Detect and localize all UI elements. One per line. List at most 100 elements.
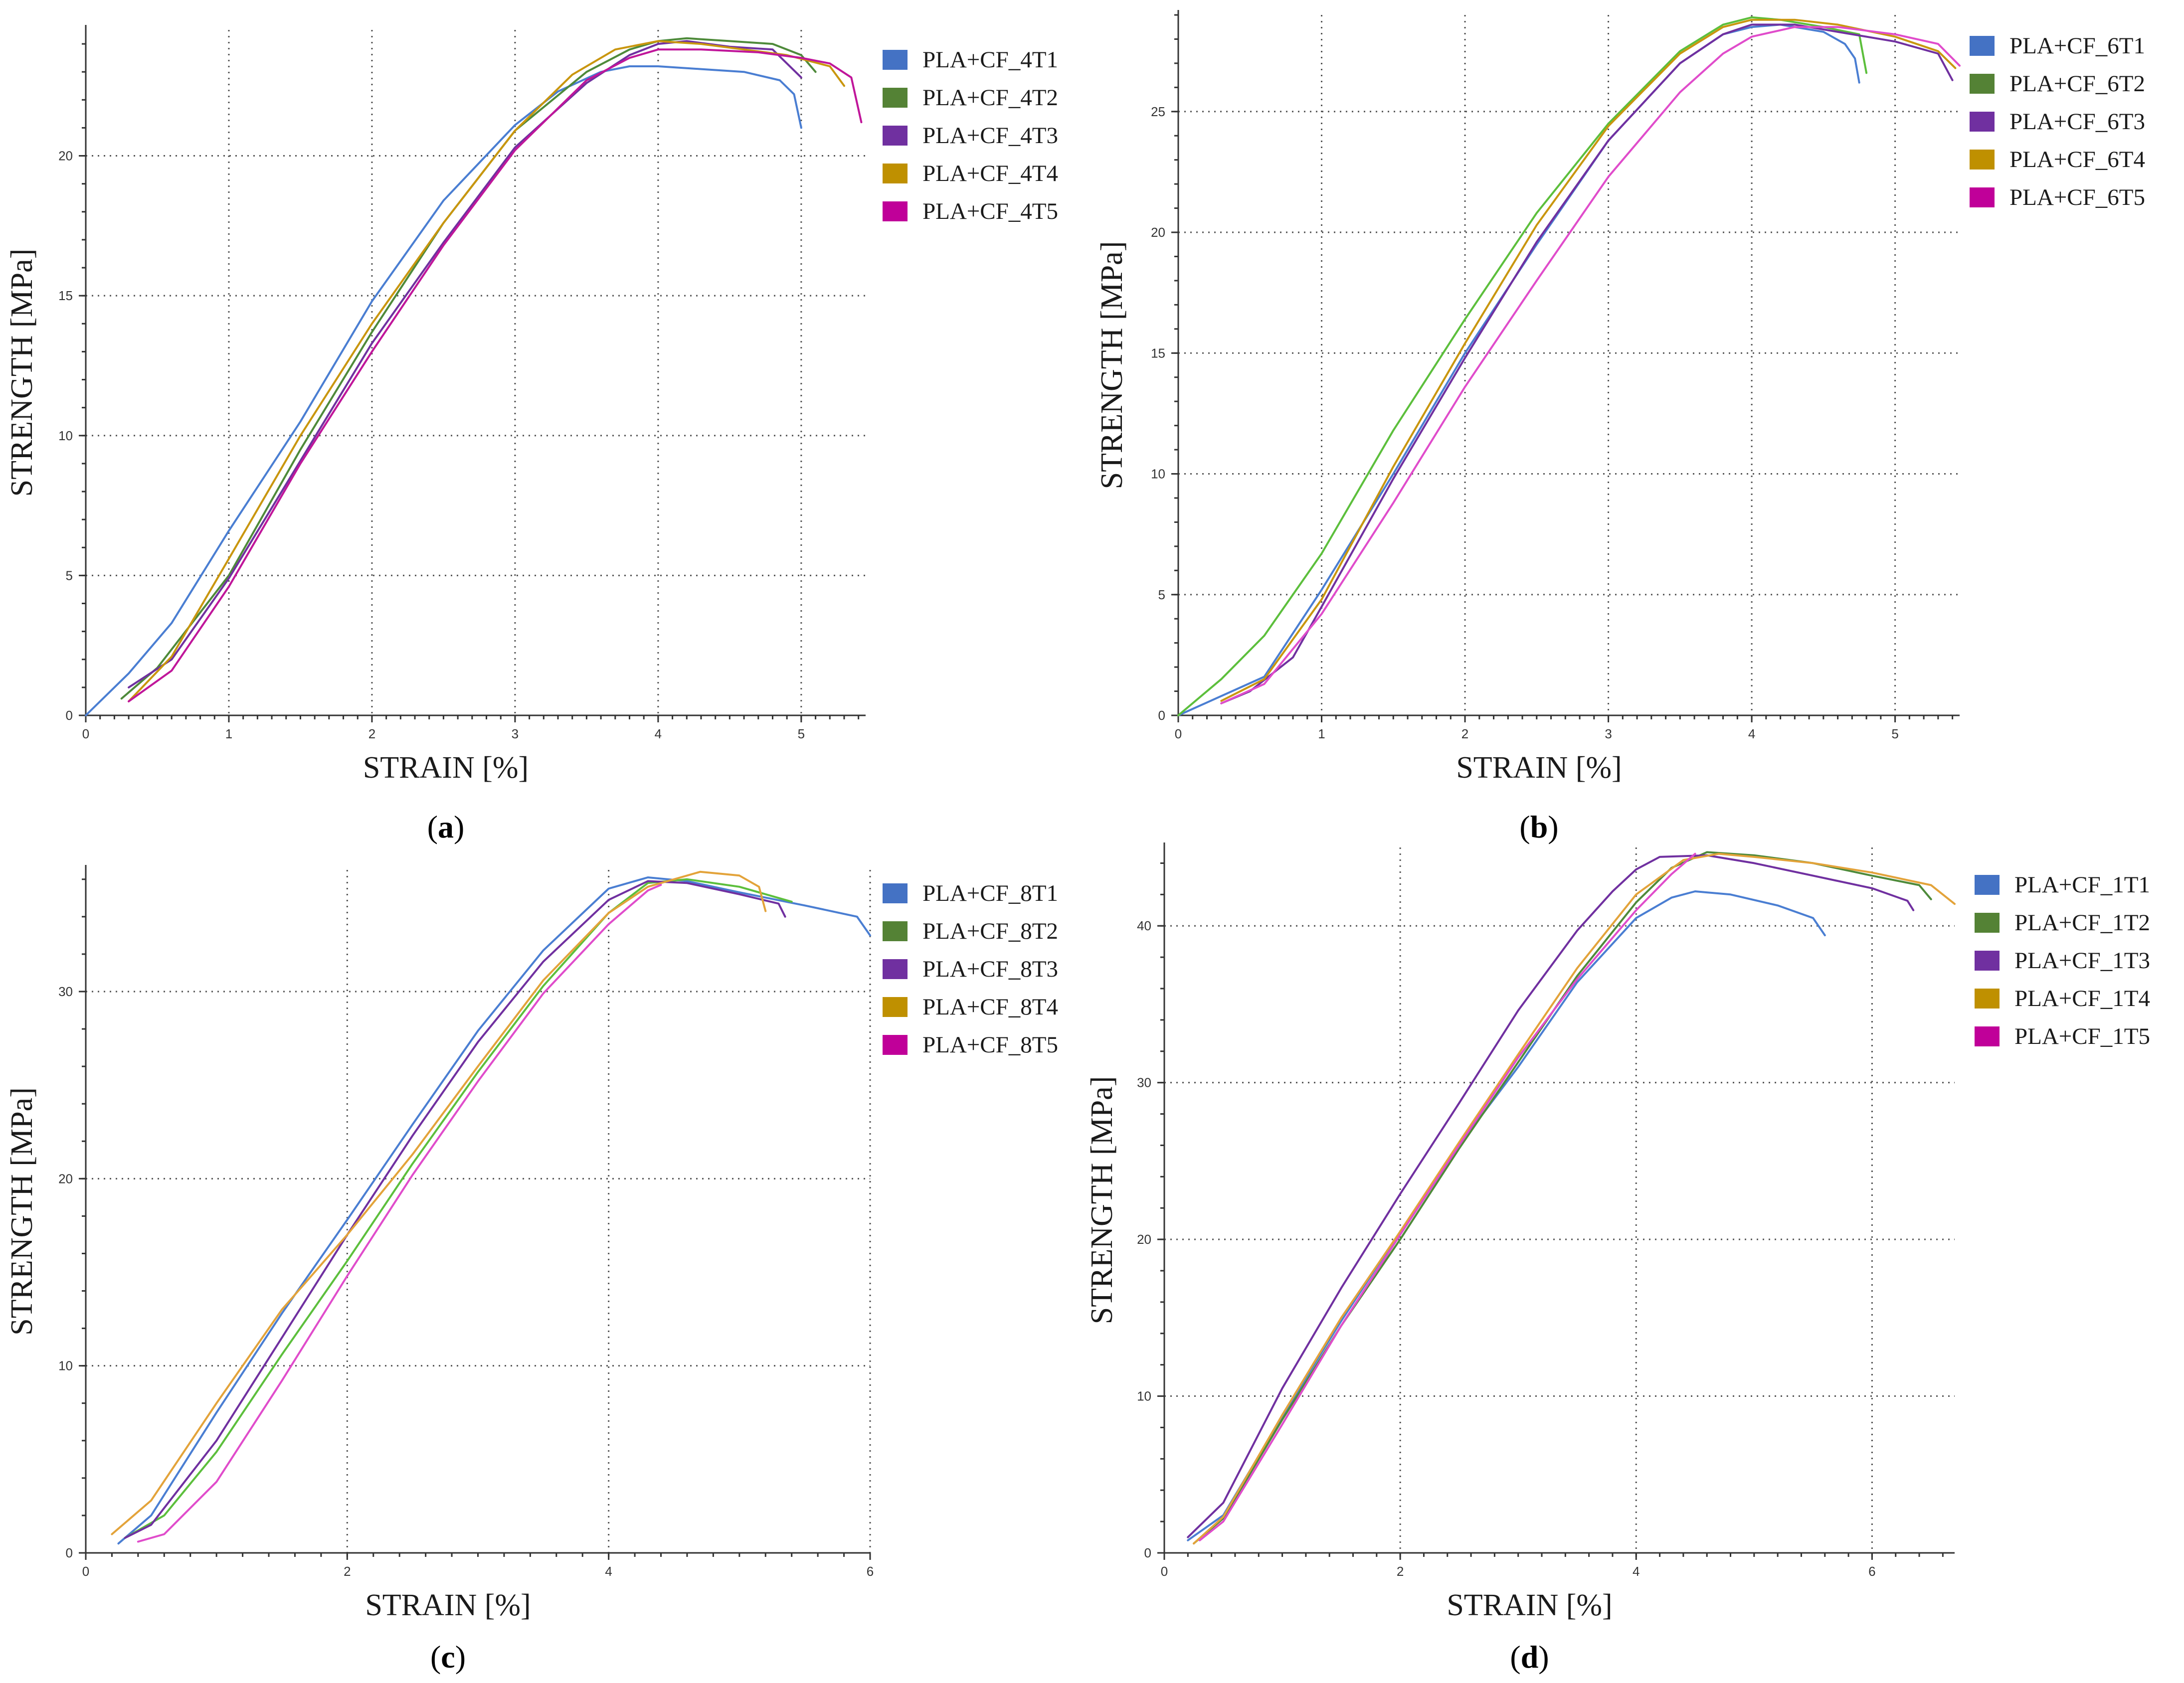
legend: PLA+CF_4T1 PLA+CF_4T2 PLA+CF_4T3 PLA+CF_4T4… bbox=[883, 47, 1058, 224]
x-axis-title: STRAIN [%] bbox=[365, 1588, 531, 1622]
legend-swatch bbox=[883, 126, 908, 146]
legend-label: PLA+CF_6T5 bbox=[2009, 184, 2145, 210]
x-tick-label: 3 bbox=[512, 726, 519, 741]
panel-label-open: ( bbox=[1519, 809, 1530, 844]
legend-swatch bbox=[883, 50, 908, 70]
series-line-pla-cf-4t2 bbox=[120, 37, 817, 700]
x-tick-label: 4 bbox=[1633, 1564, 1639, 1579]
y-tick-label: 0 bbox=[66, 708, 73, 723]
y-tick-label: 15 bbox=[1151, 345, 1165, 360]
y-tick-label: 5 bbox=[1158, 587, 1165, 602]
series-line-pla-cf-8t1 bbox=[117, 876, 871, 1545]
panel-label: (c) bbox=[430, 1639, 466, 1675]
series-line-pla-cf-1t5 bbox=[1199, 852, 1696, 1541]
x-tick-label: 6 bbox=[867, 1564, 874, 1579]
legend-label: PLA+CF_1T5 bbox=[2014, 1023, 2150, 1049]
legend-label: PLA+CF_1T1 bbox=[2014, 872, 2150, 898]
y-tick-label: 20 bbox=[58, 149, 73, 164]
legend-label: PLA+CF_1T4 bbox=[2014, 986, 2150, 1011]
legend-label: PLA+CF_8T2 bbox=[922, 918, 1058, 944]
series-line-pla-cf-1t4 bbox=[1193, 852, 1956, 1545]
series-line-pla-cf-8t2 bbox=[124, 878, 793, 1539]
y-axis-title: STRENGTH [MPa] bbox=[5, 249, 39, 497]
panel-label-letter: b bbox=[1530, 809, 1548, 844]
y-tick-label: 30 bbox=[58, 984, 73, 999]
legend-swatch bbox=[883, 921, 908, 941]
legend-swatch bbox=[883, 201, 908, 221]
legend-label: PLA+CF_6T1 bbox=[2009, 33, 2145, 59]
legend-label: PLA+CF_8T5 bbox=[922, 1032, 1058, 1058]
y-axis-title: STRENGTH [MPa] bbox=[1095, 241, 1129, 490]
legend: PLA+CF_6T1 PLA+CF_6T2 PLA+CF_6T3 PLA+CF_6T4… bbox=[1970, 33, 2145, 210]
x-tick-label: 3 bbox=[1605, 726, 1612, 741]
legend-label: PLA+CF_6T2 bbox=[2009, 71, 2145, 97]
legend-label: PLA+CF_4T5 bbox=[922, 198, 1058, 224]
series-line-pla-cf-4t4 bbox=[128, 40, 845, 702]
legend-swatch bbox=[1975, 989, 2000, 1009]
x-tick-label: 5 bbox=[798, 726, 805, 741]
x-tick-label: 0 bbox=[1175, 726, 1182, 741]
legend-label: PLA+CF_6T4 bbox=[2009, 147, 2145, 172]
legend-label: PLA+CF_8T3 bbox=[922, 956, 1058, 982]
x-tick-label: 6 bbox=[1868, 1564, 1875, 1579]
y-tick-label: 0 bbox=[1158, 708, 1165, 723]
y-tick-label: 10 bbox=[1151, 467, 1165, 482]
y-tick-label: 40 bbox=[1137, 918, 1151, 933]
y-tick-label: 20 bbox=[1151, 225, 1165, 240]
legend-swatch bbox=[883, 997, 908, 1017]
legend-swatch bbox=[1970, 112, 1995, 132]
y-tick-label: 20 bbox=[58, 1171, 73, 1186]
chart-panel-c: 0 2 4 60102030PLA+CF_8T1PLA+CF_8T2PLA+CF_8T… bbox=[5, 865, 1058, 1675]
x-axis-title: STRAIN [%] bbox=[1456, 751, 1622, 785]
legend-label: PLA+CF_8T1 bbox=[922, 880, 1058, 906]
legend-swatch bbox=[1975, 913, 2000, 933]
legend-swatch bbox=[1970, 187, 1995, 207]
legend-swatch bbox=[1975, 1026, 2000, 1046]
y-tick-label: 20 bbox=[1137, 1232, 1151, 1247]
y-tick-label: 5 bbox=[66, 568, 73, 583]
series-line-pla-cf-8t3 bbox=[124, 880, 786, 1539]
legend-label: PLA+CF_1T2 bbox=[2014, 910, 2150, 936]
panel-label-letter: c bbox=[441, 1639, 455, 1675]
x-tick-label: 2 bbox=[1461, 726, 1468, 741]
series-line-pla-cf-8t5 bbox=[137, 884, 662, 1543]
x-tick-label: 1 bbox=[225, 726, 232, 741]
chart-panel-b: 0 1 2 3 4 50510152025PLA+CF_6T1PLA+CF_6T2PLA+… bbox=[1095, 10, 2145, 844]
x-tick-label: 2 bbox=[1397, 1564, 1404, 1579]
legend-label: PLA+CF_4T2 bbox=[922, 85, 1058, 111]
legend-label: PLA+CF_4T4 bbox=[922, 161, 1058, 186]
y-tick-label: 15 bbox=[58, 288, 73, 303]
panel-label-open: ( bbox=[1510, 1639, 1520, 1675]
legend-label: PLA+CF_8T4 bbox=[922, 994, 1058, 1020]
x-tick-label: 2 bbox=[344, 1564, 351, 1579]
y-tick-label: 25 bbox=[1151, 104, 1165, 119]
panel-label-close: ) bbox=[1548, 809, 1558, 844]
series-line-pla-cf-6t2 bbox=[1177, 16, 1868, 716]
y-tick-label: 10 bbox=[58, 1358, 73, 1373]
legend-label: PLA+CF_1T3 bbox=[2014, 948, 2150, 974]
chart-panel-a: 0 1 2 3 4 505101520PLA+CF_4T1PLA+CF_4T2PLA+CF… bbox=[5, 25, 1058, 844]
series-line-pla-cf-4t1 bbox=[85, 65, 802, 716]
series-line-pla-cf-1t3 bbox=[1187, 854, 1915, 1538]
legend-swatch bbox=[883, 88, 908, 108]
y-tick-label: 30 bbox=[1137, 1075, 1151, 1090]
legend-swatch bbox=[1975, 951, 2000, 971]
legend: PLA+CF_1T1 PLA+CF_1T2 PLA+CF_1T3 PLA+CF_1T4… bbox=[1975, 872, 2150, 1049]
y-tick-label: 0 bbox=[1144, 1545, 1151, 1560]
chart-panel-d: 0 2 4 6010203040PLA+CF_1T1PLA+CF_1T2PLA+CF_… bbox=[1085, 842, 2150, 1675]
y-axis-title: STRENGTH [MPa] bbox=[5, 1087, 39, 1336]
x-tick-label: 0 bbox=[1161, 1564, 1168, 1579]
series-line-pla-cf-4t5 bbox=[128, 48, 863, 702]
x-axis-title: STRAIN [%] bbox=[363, 751, 529, 785]
x-tick-label: 1 bbox=[1318, 726, 1325, 741]
series-line-pla-cf-1t1 bbox=[1187, 890, 1826, 1541]
legend-label: PLA+CF_4T3 bbox=[922, 123, 1058, 149]
y-tick-label: 10 bbox=[58, 428, 73, 443]
panel-label: (d) bbox=[1510, 1639, 1549, 1675]
x-tick-label: 4 bbox=[1748, 726, 1755, 741]
x-tick-label: 0 bbox=[82, 726, 89, 741]
legend-swatch bbox=[883, 883, 908, 903]
panel-label-open: ( bbox=[430, 1639, 441, 1675]
legend: PLA+CF_8T1 PLA+CF_8T2 PLA+CF_8T3 PLA+CF_8T4… bbox=[883, 880, 1058, 1058]
